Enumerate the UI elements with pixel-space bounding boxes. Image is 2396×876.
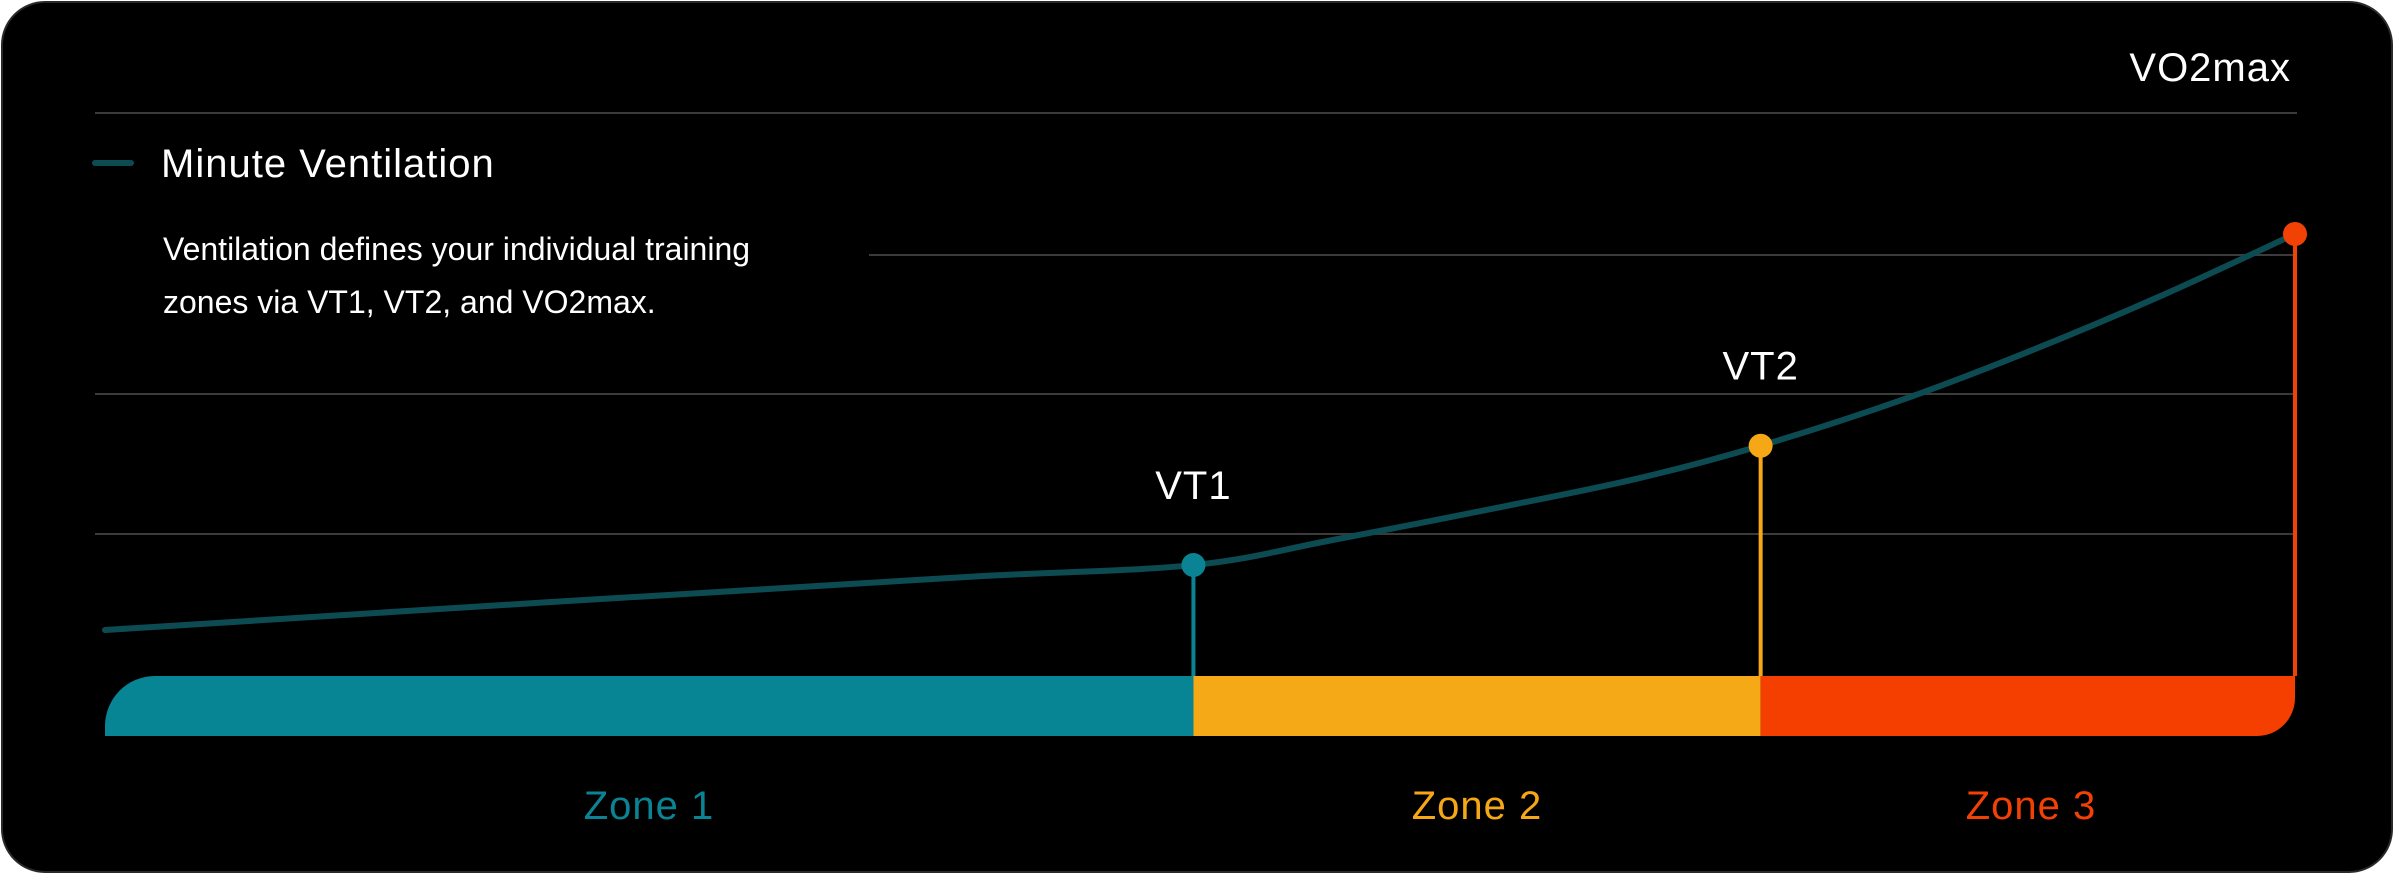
zone-label-1: Zone 1 bbox=[584, 784, 715, 828]
description-line-1: Ventilation defines your individual trai… bbox=[163, 231, 750, 267]
label-vt1: VT1 bbox=[1155, 464, 1231, 508]
threshold-labels: VT1 VT2 VO2max bbox=[1155, 46, 2291, 508]
threshold-markers bbox=[1181, 222, 2307, 578]
zone-segment-1 bbox=[105, 676, 1194, 736]
marker-vt1 bbox=[1181, 553, 1206, 578]
marker-vo2max bbox=[2283, 222, 2307, 246]
ventilation-chart: Minute Ventilation Ventilation defines y… bbox=[92, 46, 2307, 828]
zone-label-3: Zone 3 bbox=[1966, 784, 2097, 828]
zone-segment-2 bbox=[1193, 676, 1761, 736]
zone-segment-3 bbox=[1760, 676, 2295, 736]
label-vt2: VT2 bbox=[1722, 345, 1798, 389]
legend-label: Minute Ventilation bbox=[161, 142, 495, 186]
zone-bar bbox=[105, 676, 2295, 736]
marker-vt2 bbox=[1748, 433, 1773, 458]
zone-label-2: Zone 2 bbox=[1412, 784, 1543, 828]
grid-lines bbox=[95, 112, 2297, 535]
threshold-stems bbox=[1191, 234, 2297, 676]
minute-ventilation-line bbox=[102, 231, 2298, 633]
label-vo2max: VO2max bbox=[2129, 46, 2291, 90]
zone-labels: Zone 1 Zone 2 Zone 3 bbox=[584, 784, 2097, 828]
description-line-2: zones via VT1, VT2, and VO2max. bbox=[163, 284, 656, 320]
